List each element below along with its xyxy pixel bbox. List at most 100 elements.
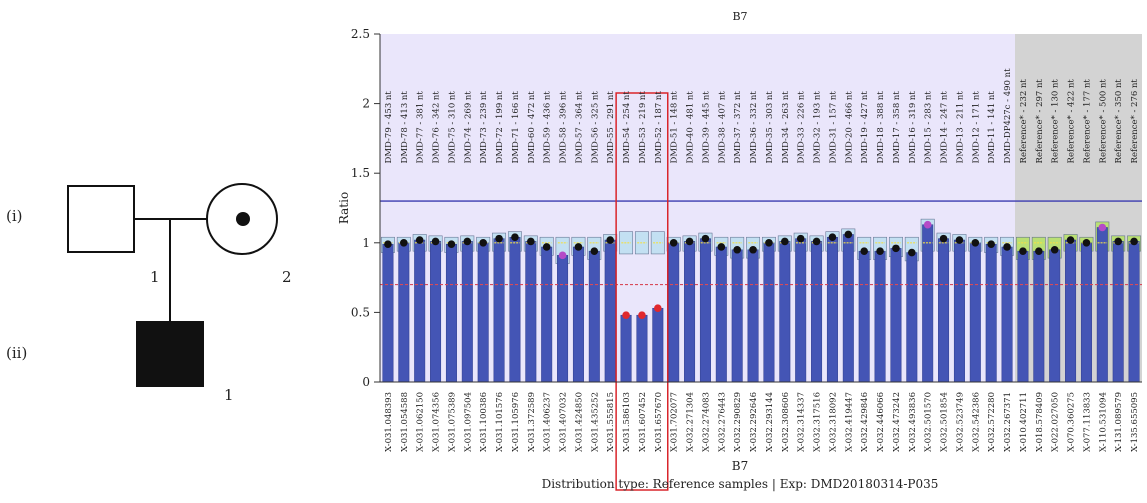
- ratio-chart: B7 DMD-79 - 453 nt DMD-78 - 413 nt DMD-77 …: [337, 10, 1142, 491]
- probe-label: DMD-17 - 358 nt: [892, 91, 902, 164]
- probe-point: [622, 311, 630, 319]
- probe-label: DMD-31 - 157 nt: [828, 91, 838, 164]
- x-tick-label: X-031.372589: [527, 392, 537, 452]
- probe-point: [908, 248, 916, 257]
- probe-label: DMD-73 - 239 nt: [479, 91, 489, 164]
- probe-bar: [779, 241, 791, 383]
- x-tick-label: X-031.062150: [416, 392, 426, 452]
- probe-label: DMD-57 - 364 nt: [574, 91, 584, 164]
- probe-point: [1019, 247, 1027, 255]
- probe-bar: [1017, 250, 1029, 383]
- x-tick-label: X-031.406237: [543, 392, 553, 452]
- y-tick-label: 2: [362, 97, 370, 111]
- probe-point: [781, 237, 789, 246]
- probe-point: [860, 247, 868, 255]
- probe-point: [733, 245, 741, 254]
- y-tick-label: 1: [362, 236, 370, 250]
- chart-title: B7: [732, 10, 747, 23]
- x-tick-label: X-070.360275: [1067, 392, 1077, 452]
- probe-bar: [906, 252, 918, 383]
- male-affected-symbol: [136, 321, 204, 387]
- probe-bar: [715, 246, 727, 383]
- probe-point: [1003, 243, 1011, 251]
- probe-point: [923, 220, 932, 229]
- probe-label: DMD-37 - 372 nt: [733, 91, 743, 164]
- probe-bar: [1001, 246, 1013, 383]
- y-tick-label: 0: [362, 375, 370, 389]
- probe-label: DMD-16 - 319 nt: [908, 91, 918, 164]
- probe-point: [590, 247, 599, 255]
- probe-label: DMD-74 - 269 nt: [463, 91, 473, 164]
- probe-bar: [731, 249, 743, 383]
- probe-point: [463, 237, 472, 246]
- probe-bar: [620, 314, 632, 383]
- probe-point: [669, 239, 678, 247]
- probe-bar: [985, 243, 997, 383]
- probe-bar: [414, 239, 426, 383]
- probe-bar: [557, 255, 569, 383]
- x-tick-label: X-031.702077: [670, 392, 680, 452]
- probe-bar: [509, 236, 521, 383]
- individual-number-ii-1: 1: [224, 386, 234, 404]
- probe-point: [765, 239, 773, 247]
- x-tick-label: X-032.274083: [701, 392, 711, 452]
- probe-point: [939, 234, 948, 243]
- probe-point: [717, 243, 726, 251]
- probe-bar: [763, 242, 775, 383]
- probe-bar: [699, 238, 711, 383]
- probe-label: DMD-35 - 303 nt: [765, 91, 775, 164]
- probe-bar: [445, 243, 457, 383]
- x-tick-label: X-032.271304: [686, 392, 696, 452]
- probe-label: DMD-72 - 199 nt: [495, 91, 505, 164]
- probe-label: Reference* - 232 nt: [1019, 79, 1029, 164]
- probe-label: DMD-60 - 472 nt: [527, 91, 537, 164]
- probe-label: DMD-78 - 413 nt: [400, 91, 410, 164]
- x-tick-label: X-032.317516: [813, 392, 823, 452]
- x-tick-label: X-031.407032: [559, 392, 569, 452]
- probe-bar: [842, 234, 854, 383]
- probe-point: [1114, 237, 1122, 246]
- x-tick-label: X-022.027050: [1051, 392, 1061, 452]
- probe-bar: [1049, 249, 1061, 383]
- probe-label: DMD-19 - 427 nt: [860, 91, 870, 164]
- probe-bar: [684, 241, 696, 383]
- probe-point: [1082, 239, 1091, 247]
- generation-label-ii: (ii): [6, 344, 27, 362]
- probe-point: [796, 234, 805, 243]
- x-tick-label: X-032.493836: [908, 392, 918, 452]
- probe-point: [527, 237, 535, 246]
- x-tick-label: X-031.424850: [574, 392, 584, 452]
- probe-point: [384, 240, 392, 248]
- y-tick-label: 1.5: [351, 166, 370, 180]
- probe-bar: [969, 242, 981, 383]
- probe-label: DMD-11 - 141 nt: [987, 91, 997, 164]
- probe-bar: [953, 239, 965, 383]
- y-tick-label: 2.5: [351, 27, 370, 41]
- x-tick-label: X-032.290829: [733, 392, 743, 452]
- x-tick-label: X-031.101576: [495, 392, 505, 452]
- probe-label: DMD-12 - 171 nt: [971, 91, 981, 164]
- x-tick-label: X-032.572280: [987, 392, 997, 452]
- probe-bar: [430, 241, 442, 383]
- probe-label: DMD-76 - 342 nt: [432, 91, 442, 164]
- x-tick-label: X-110.531094: [1098, 392, 1108, 452]
- x-tick-label: X-032.429846: [860, 392, 870, 452]
- probe-label: DMD-51 - 148 nt: [670, 91, 680, 164]
- probe-point: [415, 236, 424, 244]
- probe-label: DMD-53 - 219 nt: [638, 91, 648, 164]
- probe-bar: [1065, 239, 1077, 383]
- probe-bar: [1080, 242, 1092, 383]
- probe-label: Reference* - 177 nt: [1082, 79, 1092, 164]
- probe-bar: [1096, 227, 1108, 383]
- probe-bar: [922, 224, 934, 383]
- probe-label: DMD-77 - 381 nt: [416, 91, 426, 164]
- x-axis-label: B7: [732, 459, 748, 473]
- x-tick-label: X-031.054588: [400, 392, 410, 452]
- x-tick-label: X-031.074356: [432, 392, 442, 452]
- x-tick-label: X-031.097504: [463, 392, 473, 452]
- probe-point: [511, 233, 519, 242]
- probe-label: Reference* - 297 nt: [1035, 79, 1045, 164]
- x-tick-label: X-031.657670: [654, 392, 664, 452]
- probe-label: DMD-56 - 325 nt: [590, 91, 600, 164]
- probe-point: [400, 239, 408, 247]
